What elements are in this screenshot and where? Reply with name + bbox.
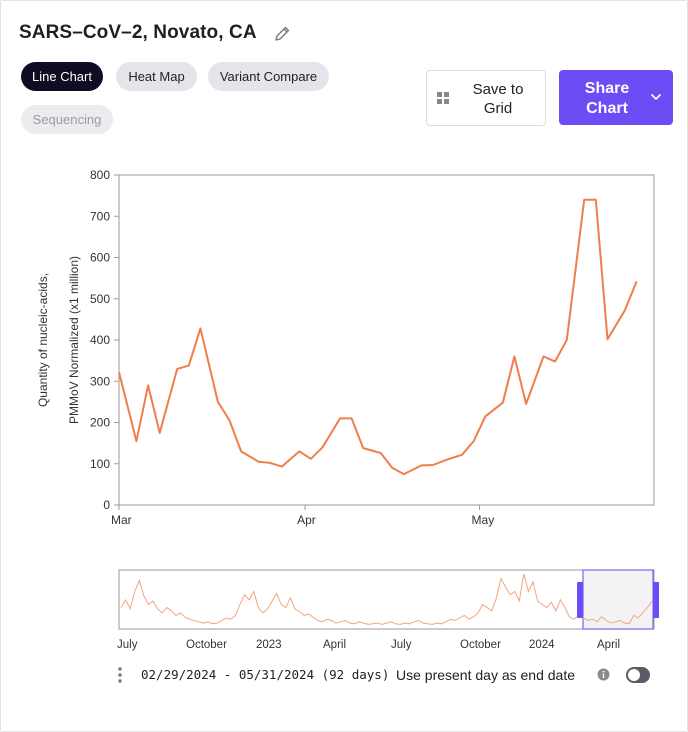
series-line: [118, 198, 638, 476]
share-label-line2: Chart: [586, 100, 628, 117]
tab-variant-compare[interactable]: Variant Compare: [208, 62, 329, 91]
overview-x-tick-label: July: [391, 639, 412, 651]
y-tick-label: 500: [90, 292, 110, 306]
info-icon[interactable]: [597, 668, 610, 681]
tab-line-chart[interactable]: Line Chart: [21, 62, 103, 91]
y-tick-label: 200: [90, 416, 110, 430]
y-tick-label: 0: [103, 498, 110, 512]
x-tick-label: Apr: [297, 513, 316, 527]
y-tick-label: 800: [90, 168, 110, 182]
overview-x-tick-label: October: [186, 639, 227, 651]
overview-frame: [118, 569, 655, 630]
share-label-line1: Share: [584, 80, 630, 97]
overview-x-tick-label: July: [117, 639, 138, 651]
save-to-grid-button[interactable]: Save to Grid: [426, 70, 546, 126]
present-day-label: Use present day as end date: [396, 667, 576, 683]
overview-left-handle[interactable]: [577, 582, 583, 618]
y-tick-label: 400: [90, 333, 110, 347]
y-tick-label: 700: [90, 209, 110, 223]
y-tick-label: 300: [90, 374, 110, 388]
kebab-icon[interactable]: [117, 666, 123, 684]
toggle-knob: [628, 669, 640, 681]
date-range-text: 02/29/2024 - 05/31/2024 (92 days): [141, 667, 390, 682]
overview-x-tick-label: October: [460, 639, 501, 651]
chevron-down-icon[interactable]: [650, 92, 662, 102]
main-line-chart: 0 100 200 300 400 500 600 700 800 Mar Apr May: [90, 168, 655, 527]
grid-icon: [437, 92, 449, 104]
share-chart-button[interactable]: Share Chart: [559, 70, 673, 125]
save-label-line1: Save to: [472, 81, 524, 98]
plot-area-frame: [118, 174, 655, 506]
overview-right-handle[interactable]: [653, 582, 659, 618]
tab-sequencing: Sequencing: [21, 105, 113, 134]
overview-brush-chart[interactable]: July October 2023 April July October 2024 April: [0, 560, 688, 655]
overview-x-tick-label: April: [323, 639, 346, 651]
overview-x-tick-label: April: [597, 639, 620, 651]
x-tick-label: Mar: [111, 513, 132, 527]
tab-heat-map[interactable]: Heat Map: [116, 62, 197, 91]
save-label-line2: Grid: [483, 100, 513, 117]
x-tick-label: May: [472, 513, 495, 527]
overview-x-tick-label: 2024: [529, 639, 555, 651]
overview-series-line: [120, 573, 653, 625]
page-title: SARS–CoV–2, Novato, CA: [19, 22, 257, 43]
overview-selection[interactable]: [582, 569, 654, 630]
y-tick-label: 600: [90, 251, 110, 265]
y-tick-label: 100: [90, 457, 110, 471]
present-day-toggle[interactable]: [626, 667, 650, 683]
overview-x-tick-label: 2023: [256, 639, 282, 651]
pencil-icon[interactable]: [272, 24, 292, 44]
